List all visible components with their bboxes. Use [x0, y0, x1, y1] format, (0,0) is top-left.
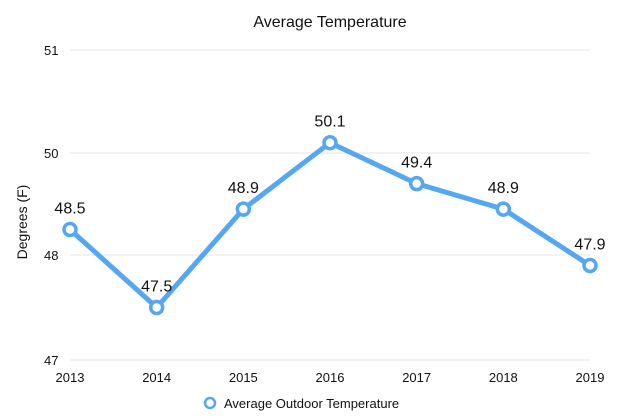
data-point	[322, 134, 338, 151]
chart-title: Average Temperature	[253, 14, 406, 31]
data-point	[62, 221, 78, 238]
data-point	[235, 201, 252, 217]
data-point	[408, 175, 425, 192]
x-tick-label: 2015	[229, 370, 258, 385]
data-label: 47.5	[141, 279, 172, 296]
data-label: 50.1	[314, 114, 345, 131]
x-tick-labels: 2013 2014 2015 2016 2017 2018 2019	[56, 370, 605, 385]
y-tick-labels: 47 48 50 51	[44, 43, 58, 368]
data-point	[148, 299, 165, 316]
x-tick-label: 2019	[576, 370, 605, 385]
grid-lines	[70, 49, 590, 361]
legend-entry: Average Outdoor Temperature	[224, 396, 399, 411]
y-tick-label: 51	[44, 43, 58, 58]
x-tick-label: 2016	[316, 370, 345, 385]
data-labels: 48.5 47.5 48.9 50.1 49.4 48.9 47.9	[54, 114, 605, 296]
x-tick-label: 2018	[489, 370, 518, 385]
data-label: 48.5	[54, 201, 85, 218]
data-point	[495, 201, 512, 217]
x-tick-label: 2017	[402, 370, 431, 385]
legend-marker-icon	[203, 396, 217, 410]
series-layer	[62, 134, 598, 316]
legend: Average Outdoor Temperature	[203, 396, 399, 411]
y-axis-label: Degrees (F)	[14, 185, 30, 260]
data-label: 48.9	[228, 180, 259, 197]
x-tick-label: 2014	[142, 370, 171, 385]
x-tick-label: 2013	[56, 370, 85, 385]
data-label: 48.9	[488, 180, 519, 197]
data-label: 47.9	[574, 237, 605, 254]
y-tick-label: 47	[44, 353, 58, 368]
data-label: 49.4	[401, 155, 432, 172]
y-tick-label: 50	[44, 146, 58, 161]
y-tick-label: 48	[44, 248, 58, 263]
data-point	[582, 257, 598, 274]
